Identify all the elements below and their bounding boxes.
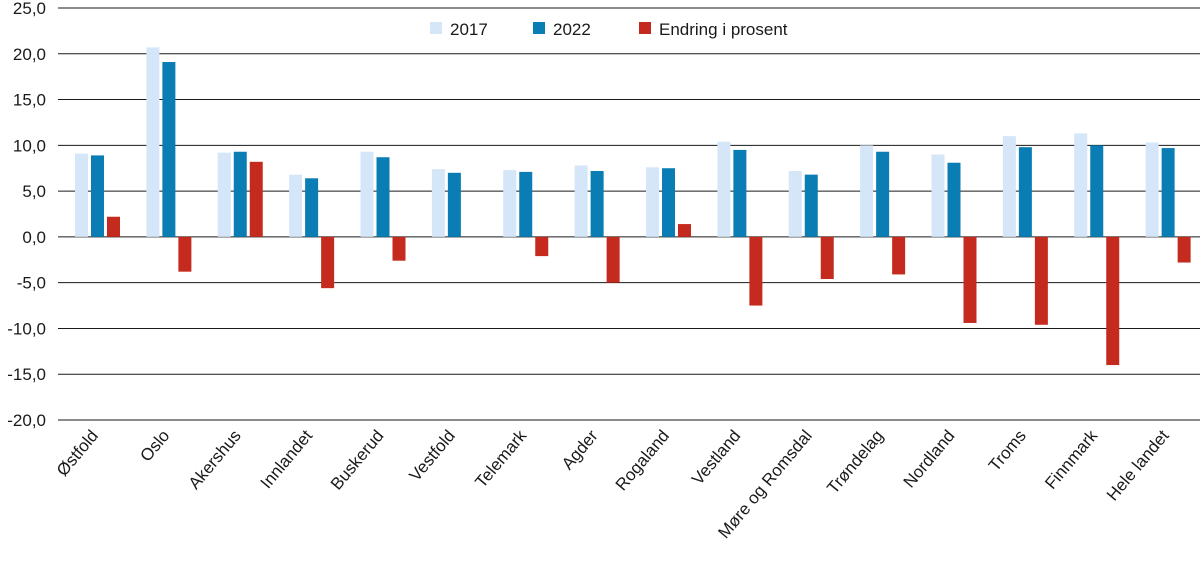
bar-endring-i-prosent-0 <box>107 216 120 237</box>
bar-2022-3 <box>305 178 319 237</box>
bar-2022-14 <box>1090 145 1104 237</box>
y-tick-label: 15,0 <box>13 91 46 110</box>
x-category-label: Østfold <box>53 426 102 479</box>
x-category-label: Buskerud <box>327 426 388 493</box>
x-category-label: Innlandet <box>257 426 317 492</box>
y-axis-tick-labels: 25,0 20,0 15,0 10,0 5,0 0,0 -5,0 -10,0 -15,0 -20,… <box>7 0 46 430</box>
bar-2022-11 <box>876 151 890 237</box>
bar-endring-i-prosent-4 <box>392 236 406 261</box>
legend: 2017 2022 Endring i prosent <box>430 20 788 39</box>
bar-endring-i-prosent-1 <box>178 236 192 272</box>
bar-2017-9 <box>717 141 731 237</box>
bar-2022-4 <box>376 157 390 237</box>
bar-2022-5 <box>447 172 461 237</box>
bar-2022-10 <box>804 174 818 237</box>
x-category-label: Oslo <box>136 426 173 465</box>
y-tick-label: -20,0 <box>7 411 46 430</box>
bar-2022-9 <box>733 149 747 237</box>
legend-label: Endring i prosent <box>659 20 788 39</box>
bar-endring-i-prosent-12 <box>963 236 977 323</box>
bar-endring-i-prosent-8 <box>678 224 691 237</box>
x-axis-category-labels: Østfold Oslo Akershus Innlandet Buskerud Vest… <box>53 426 1173 542</box>
bar-endring-i-prosent-6 <box>535 236 549 257</box>
bars <box>75 47 1191 366</box>
bar-2022-13 <box>1018 147 1032 237</box>
bar-endring-i-prosent-14 <box>1106 236 1120 366</box>
bar-2022-0 <box>91 155 104 237</box>
y-tick-label: -10,0 <box>7 319 46 338</box>
y-tick-label: 10,0 <box>13 136 46 155</box>
bar-2017-0 <box>75 153 88 237</box>
legend-label: 2022 <box>553 20 591 39</box>
bar-endring-i-prosent-7 <box>606 236 620 283</box>
bar-2022-15 <box>1161 148 1175 237</box>
y-tick-label: -15,0 <box>7 365 46 384</box>
bar-2017-8 <box>646 167 659 237</box>
legend-label: 2017 <box>450 20 488 39</box>
bar-2022-1 <box>162 62 176 237</box>
bar-2022-12 <box>947 162 961 237</box>
bar-2017-7 <box>574 165 588 237</box>
x-category-label: Trøndelag <box>823 426 887 497</box>
bar-2017-5 <box>431 169 445 237</box>
x-category-label: Rogaland <box>612 426 673 494</box>
x-category-label: Nordland <box>900 426 959 491</box>
bar-2017-15 <box>1145 142 1159 237</box>
x-category-label: Agder <box>558 426 602 473</box>
x-category-label: Akershus <box>185 426 245 493</box>
bar-2017-6 <box>503 170 517 237</box>
bar-2022-2 <box>233 151 247 237</box>
x-category-label: Hele landet <box>1103 426 1173 504</box>
bar-2017-1 <box>146 47 160 237</box>
bar-endring-i-prosent-2 <box>249 161 263 237</box>
bar-2017-12 <box>931 154 945 237</box>
y-tick-label: 0,0 <box>22 228 46 247</box>
bar-2022-8 <box>662 168 675 237</box>
y-tick-label: 25,0 <box>13 0 46 18</box>
bar-2017-14 <box>1074 133 1088 237</box>
x-category-label: Finnmark <box>1041 426 1101 493</box>
legend-swatch <box>533 22 545 34</box>
y-tick-label: 20,0 <box>13 45 46 64</box>
x-category-label: Vestland <box>688 426 744 488</box>
bar-2017-11 <box>860 145 874 237</box>
bar-2022-6 <box>519 171 533 237</box>
bar-endring-i-prosent-9 <box>749 236 763 306</box>
bar-2017-3 <box>289 174 303 237</box>
gridlines <box>58 7 1200 421</box>
bar-endring-i-prosent-10 <box>820 236 834 280</box>
legend-swatch <box>639 22 651 34</box>
bar-endring-i-prosent-15 <box>1177 236 1191 263</box>
y-tick-label: 5,0 <box>22 182 46 201</box>
bar-2017-2 <box>217 152 231 237</box>
bar-2017-13 <box>1002 136 1016 237</box>
y-tick-label: -5,0 <box>17 274 46 293</box>
x-category-label: Vestfold <box>405 426 458 485</box>
bar-2017-10 <box>788 170 802 237</box>
x-category-label: Telemark <box>471 426 530 491</box>
bar-endring-i-prosent-11 <box>892 236 906 275</box>
bar-2022-7 <box>590 170 604 237</box>
legend-swatch <box>430 22 442 34</box>
bar-2017-4 <box>360 151 374 237</box>
bar-endring-i-prosent-13 <box>1034 236 1048 325</box>
bar-endring-i-prosent-3 <box>321 236 335 289</box>
x-category-label: Troms <box>985 426 1030 475</box>
